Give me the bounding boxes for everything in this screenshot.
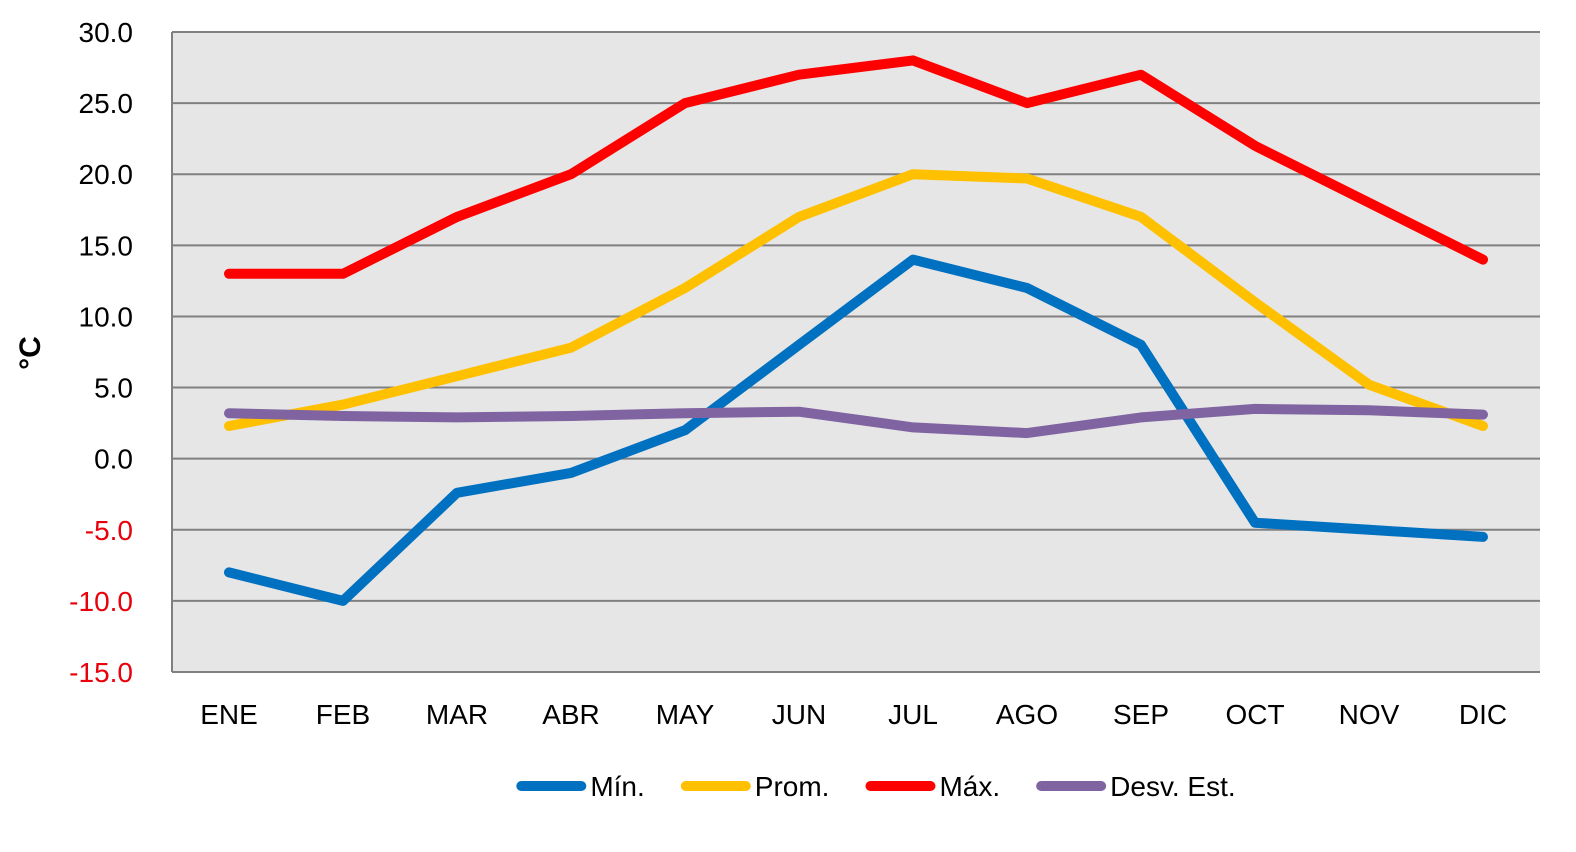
x-tick-label: OCT [1225,699,1284,730]
x-axis-tick-labels: ENE FEB MAR ABR MAY JUN JUL AGO SEP OCT NOV DIC [200,699,1507,730]
x-tick-label: NOV [1339,699,1400,730]
series-line-m-x [224,55,1488,279]
legend-item: Desv. Est. [1036,771,1236,802]
legend-item: Máx. [865,771,1000,802]
y-axis-label: °C [14,336,47,370]
y-tick-label: 0.0 [94,444,133,475]
legend-item: Mín. [516,771,645,802]
series-lines [224,55,1488,606]
x-tick-label: MAR [426,699,488,730]
legend-item: Prom. [680,771,830,802]
legend-label: Prom. [755,771,830,802]
series-line-prom [224,169,1488,431]
legend-label: Máx. [939,771,1000,802]
plot-area [172,32,1540,672]
x-tick-label: MAY [656,699,715,730]
y-tick-label: 20.0 [79,159,134,190]
legend: Mín. Prom. Máx. Desv. Est. [516,771,1236,802]
y-tick-label: 5.0 [94,373,133,404]
series-line-desv-est [224,403,1488,439]
x-tick-label: ABR [542,699,600,730]
series-line-m-n [224,254,1488,606]
x-tick-label: AGO [996,699,1058,730]
x-tick-label: ENE [200,699,258,730]
x-tick-label: JUL [888,699,938,730]
y-tick-label: -10.0 [69,586,133,617]
axes [171,32,1540,673]
legend-label: Mín. [590,771,644,802]
x-tick-label: FEB [316,699,370,730]
x-tick-label: JUN [772,699,826,730]
y-tick-label: -15.0 [69,657,133,688]
x-tick-label: SEP [1113,699,1169,730]
y-tick-label: 10.0 [79,301,134,332]
y-tick-label: 30.0 [79,17,134,48]
y-axis-tick-labels: 30.0 25.0 20.0 15.0 10.0 5.0 0.0 -5.0 -10.0 -15.0 [69,17,133,688]
legend-label: Desv. Est. [1110,771,1236,802]
x-tick-label: DIC [1459,699,1507,730]
y-tick-label: 15.0 [79,230,134,261]
y-tick-label: -5.0 [85,515,133,546]
y-tick-label: 25.0 [79,88,134,119]
